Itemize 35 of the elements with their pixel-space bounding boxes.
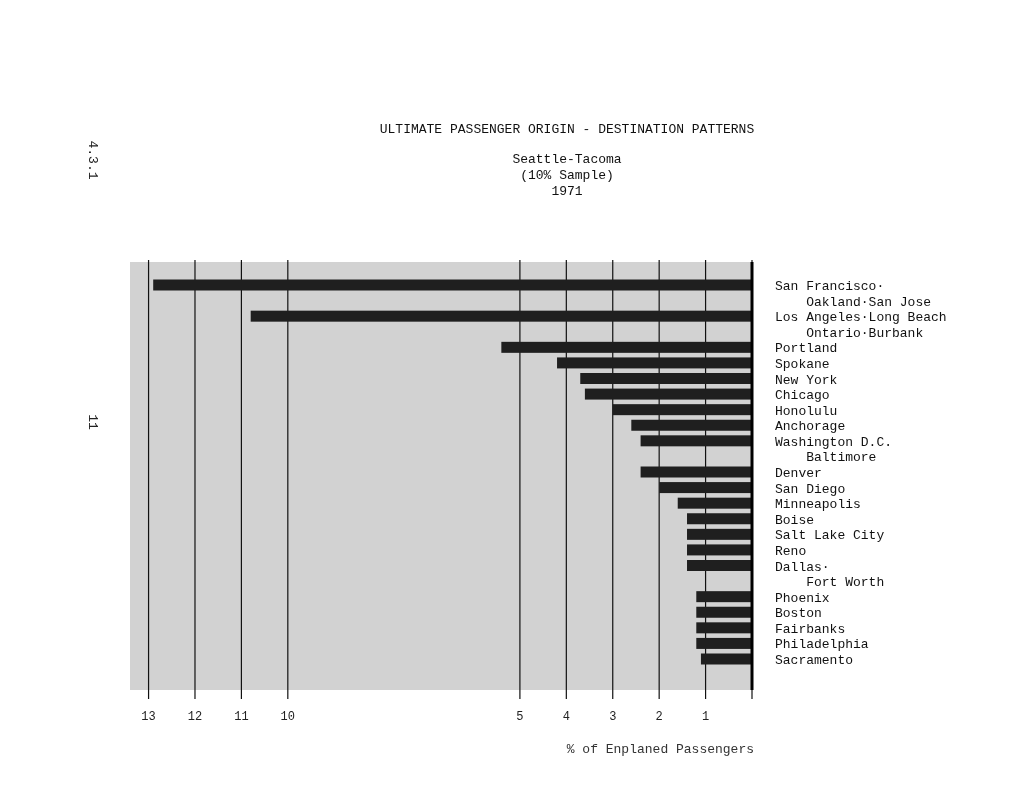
y-tick-label: Dallas· Fort Worth (775, 559, 885, 591)
y-tick-label: Anchorage (775, 419, 846, 435)
text: 11 (84, 414, 100, 430)
x-tick-label: 10 (280, 710, 296, 724)
x-tick-label: 13 (141, 710, 156, 724)
y-tick-label: Honolulu (775, 403, 838, 419)
chart-title: ULTIMATE PASSENGER ORIGIN - DESTINATION PATTERNS (379, 122, 755, 137)
x-tick-label: 2 (655, 710, 663, 724)
x-tick-label: 4 (562, 710, 570, 724)
y-tick-label: Phoenix (775, 590, 830, 606)
y-tick-label: Spokane (775, 356, 830, 372)
x-tick-label: 5 (516, 710, 524, 724)
y-tick-label: New York (775, 372, 838, 388)
y-tick-label: Los Angeles·Long Beach Ontario·Burbank (775, 310, 947, 341)
y-tick-label: Boise (775, 512, 815, 528)
y-tick-label: Salt Lake City (775, 528, 885, 544)
y-tick-label: Portland (775, 341, 838, 357)
y-tick-label: Reno (775, 543, 807, 559)
chart-subtitle: Seattle-Tacoma (10% Sample) 1971 (512, 152, 622, 199)
y-tick-label: Washington D.C. Baltimore (775, 434, 893, 466)
x-tick-label: 3 (609, 710, 617, 724)
x-tick-label: 11 (234, 710, 249, 724)
y-tick-label: Sacramento (775, 653, 854, 668)
x-tick-label: 12 (187, 710, 203, 724)
y-tick-label: Philadelphia (775, 637, 869, 653)
y-tick-label: Boston (775, 606, 822, 622)
y-tick-label: San Francisco· Oakland·San Jose (775, 279, 932, 310)
y-tick-label: Fairbanks (775, 621, 846, 637)
y-tick-label: Denver (775, 466, 822, 481)
y-tick-label: Minneapolis (775, 497, 861, 513)
text: 4.3.1 (84, 140, 100, 180)
x-tick-label: 1 (701, 710, 710, 724)
y-tick-label: Chicago (775, 388, 830, 404)
y-tick-label: San Diego (775, 481, 846, 497)
x-axis-title: % of Enplaned Passengers (566, 742, 754, 757)
